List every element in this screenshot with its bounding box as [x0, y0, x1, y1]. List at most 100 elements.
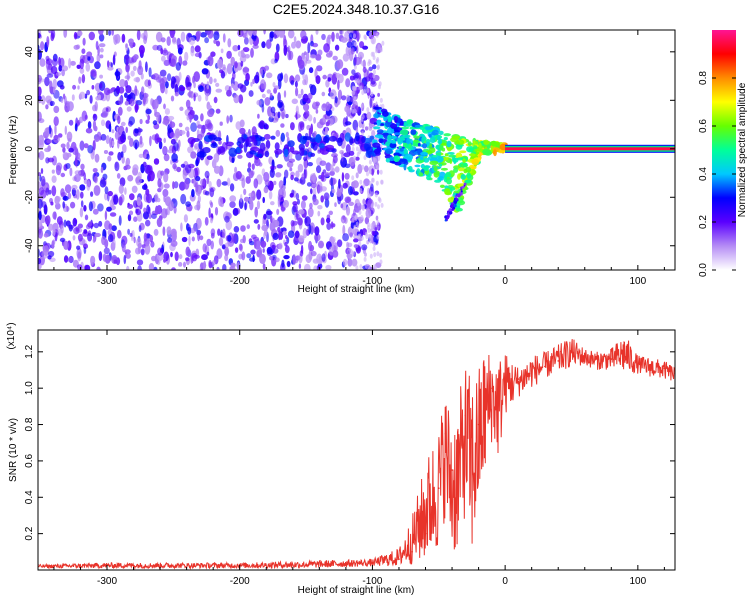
noise-blob: [370, 203, 374, 209]
signal-blob: [433, 166, 438, 172]
noise-blob: [334, 44, 340, 51]
signal-blob: [420, 151, 428, 156]
noise-blob: [196, 30, 202, 38]
noise-blob: [372, 241, 376, 247]
noise-blob: [44, 147, 51, 153]
noise-blob: [376, 251, 380, 257]
noise-blob: [309, 202, 313, 209]
noise-blob: [342, 53, 350, 62]
noise-blob: [39, 58, 46, 67]
x-tick-label: 0: [502, 276, 508, 287]
signal-blob: [385, 148, 393, 154]
noise-blob: [197, 195, 201, 203]
noise-blob: [325, 79, 330, 88]
noise-blob: [145, 119, 150, 124]
noise-blob: [285, 131, 289, 138]
signal-blob: [391, 160, 396, 164]
noise-blob: [207, 30, 214, 39]
noise-blob: [161, 55, 166, 62]
noise-blob: [137, 126, 141, 136]
noise-blob: [98, 220, 103, 227]
noise-blob: [376, 220, 380, 226]
signal-blob: [376, 120, 381, 126]
noise-blob: [100, 166, 104, 173]
noise-blob: [305, 254, 312, 264]
noise-blob: [326, 217, 331, 224]
signal-blob: [217, 148, 222, 155]
noise-blob: [372, 55, 376, 61]
noise-blob: [204, 191, 210, 196]
noise-blob: [56, 216, 63, 225]
noise-blob: [332, 55, 338, 61]
noise-blob: [121, 130, 126, 140]
noise-blob: [170, 58, 177, 68]
signal-blob: [202, 147, 211, 154]
noise-blob: [316, 65, 323, 72]
noise-blob: [359, 85, 363, 91]
noise-blob: [85, 63, 91, 72]
noise-blob: [92, 208, 99, 215]
noise-blob: [372, 73, 376, 79]
noise-blob: [180, 222, 183, 232]
noise-blob: [72, 235, 76, 241]
noise-blob: [378, 198, 382, 203]
noise-blob: [353, 72, 359, 81]
noise-blob: [88, 201, 93, 212]
signal-blob: [439, 184, 445, 188]
noise-blob: [104, 192, 108, 201]
noise-blob: [178, 254, 183, 260]
noise-blob: [361, 204, 364, 210]
signal-blob: [473, 145, 478, 150]
noise-blob: [184, 51, 189, 62]
signal-blob: [418, 172, 424, 177]
signal-blob: [225, 141, 234, 147]
noise-blob: [367, 267, 371, 270]
noise-blob: [187, 226, 192, 235]
noise-blob: [63, 219, 67, 228]
signal-blob: [450, 196, 455, 200]
snr-point: [504, 383, 506, 386]
signal-blob: [302, 136, 312, 141]
signal-blob: [446, 178, 452, 185]
noise-blob: [354, 78, 358, 84]
noise-blob: [217, 228, 221, 236]
noise-blob: [187, 33, 193, 38]
noise-blob: [332, 250, 339, 258]
noise-blob: [261, 103, 265, 113]
noise-blob: [322, 74, 328, 80]
noise-blob: [52, 227, 56, 237]
signal-blob: [270, 135, 276, 140]
signal-blob: [446, 140, 452, 148]
noise-blob: [182, 60, 188, 66]
noise-blob: [92, 140, 96, 151]
noise-blob: [178, 71, 182, 81]
noise-blob: [152, 120, 158, 126]
noise-blob: [174, 251, 179, 262]
noise-blob: [380, 179, 384, 185]
signal-blob: [455, 143, 463, 150]
noise-blob: [201, 254, 208, 261]
noise-blob: [248, 192, 254, 197]
signal-blob: [455, 207, 463, 212]
signal-blob: [393, 155, 401, 162]
noise-blob: [264, 124, 269, 130]
noise-blob: [138, 45, 145, 55]
signal-blob: [420, 163, 425, 169]
noise-blob: [169, 132, 175, 138]
signal-blob: [446, 216, 450, 220]
signal-blob: [376, 129, 384, 134]
noise-blob: [142, 184, 148, 190]
noise-blob: [135, 103, 139, 110]
noise-blob: [375, 48, 378, 54]
noise-blob: [38, 258, 42, 265]
noise-blob: [76, 264, 83, 270]
snr-point: [398, 558, 400, 560]
signal-blob: [478, 142, 482, 149]
noise-blob: [40, 41, 45, 51]
noise-blob: [288, 158, 296, 163]
noise-blob: [118, 196, 123, 206]
noise-blob: [66, 141, 70, 150]
noise-blob: [203, 260, 207, 270]
noise-blob: [250, 47, 254, 58]
noise-blob: [269, 255, 274, 261]
